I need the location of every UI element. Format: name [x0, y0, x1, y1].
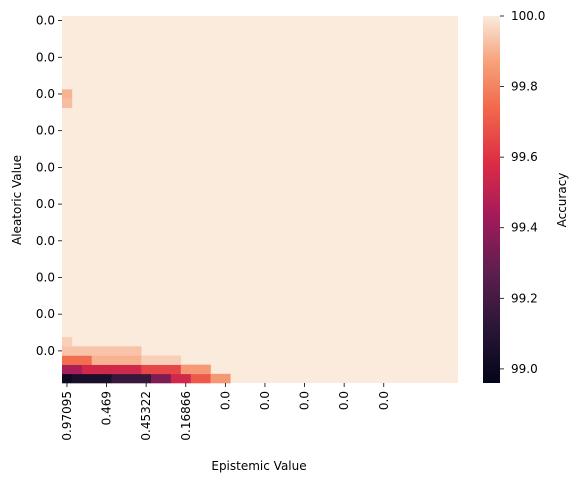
y-tick-label: 0.0 [36, 124, 55, 138]
x-axis-ticks: 0.97095 0.469 0.45322 0.16866 0.0 0.0 0.0 0.0 0.… [60, 383, 391, 441]
y-tick-label: 0.0 [36, 160, 55, 174]
heatmap-cell [111, 373, 152, 384]
y-tick-label: 0.0 [36, 344, 55, 358]
colorbar-tick-label: 99.6 [511, 150, 538, 164]
y-tick-label: 0.0 [36, 87, 55, 101]
y-tick-label: 0.0 [36, 307, 55, 321]
heatmap-cell [62, 346, 142, 356]
y-tick-label: 0.0 [36, 197, 55, 211]
y-tick-label: 0.0 [36, 234, 55, 248]
colorbar-tick-label: 99.0 [511, 362, 538, 376]
y-tick-label: 0.0 [36, 270, 55, 284]
x-tick-label: 0.97095 [60, 391, 74, 441]
heatmap-cell [91, 355, 142, 365]
x-tick-label: 0.0 [218, 391, 232, 410]
heatmap-cells [62, 16, 458, 384]
y-tick-label: 0.0 [36, 50, 55, 64]
y-axis-ticks: 0.0 0.0 0.0 0.0 0.0 0.0 0.0 0.0 0.0 0.0 [36, 14, 62, 358]
heatmap-cell [151, 373, 172, 384]
colorbar-label: Accuracy [555, 173, 569, 228]
heatmap-cell [81, 364, 142, 375]
heatmap-cell [62, 373, 73, 384]
heatmap-cell [210, 373, 231, 384]
colorbar-tick-label: 99.8 [511, 80, 538, 94]
x-tick-label: 0.0 [337, 391, 351, 410]
x-tick-label: 0.0 [258, 391, 272, 410]
heatmap-cell [62, 364, 83, 375]
colorbar-tick-label: 100.0 [511, 9, 545, 23]
colorbar-tick-label: 99.2 [511, 291, 538, 305]
x-tick-label: 0.16866 [179, 391, 193, 441]
heatmap-cell [190, 373, 211, 384]
heatmap-cell [62, 98, 73, 109]
heatmap-cell [170, 373, 191, 384]
heatmap-cell [62, 337, 73, 347]
heatmap-background [62, 16, 458, 383]
heatmap-cell [141, 364, 182, 375]
y-tick-label: 0.0 [36, 14, 55, 28]
x-tick-label: 0.469 [100, 391, 114, 425]
x-axis-label: Epistemic Value [211, 459, 306, 473]
x-tick-label: 0.0 [298, 391, 312, 410]
colorbar [483, 16, 500, 383]
colorbar-tick-label: 99.4 [511, 221, 538, 235]
heatmap-cell [62, 89, 73, 99]
x-tick-label: 0.45322 [139, 391, 153, 441]
y-axis-label: Aleatoric Value [10, 155, 24, 245]
heatmap-cell [71, 373, 112, 384]
heatmap-cell [180, 364, 211, 375]
heatmap-cell [62, 355, 92, 365]
colorbar-ticks: 100.0 99.8 99.6 99.4 99.2 99.0 [500, 9, 545, 376]
x-tick-label: 0.0 [377, 391, 391, 410]
heatmap-cell [141, 355, 182, 365]
